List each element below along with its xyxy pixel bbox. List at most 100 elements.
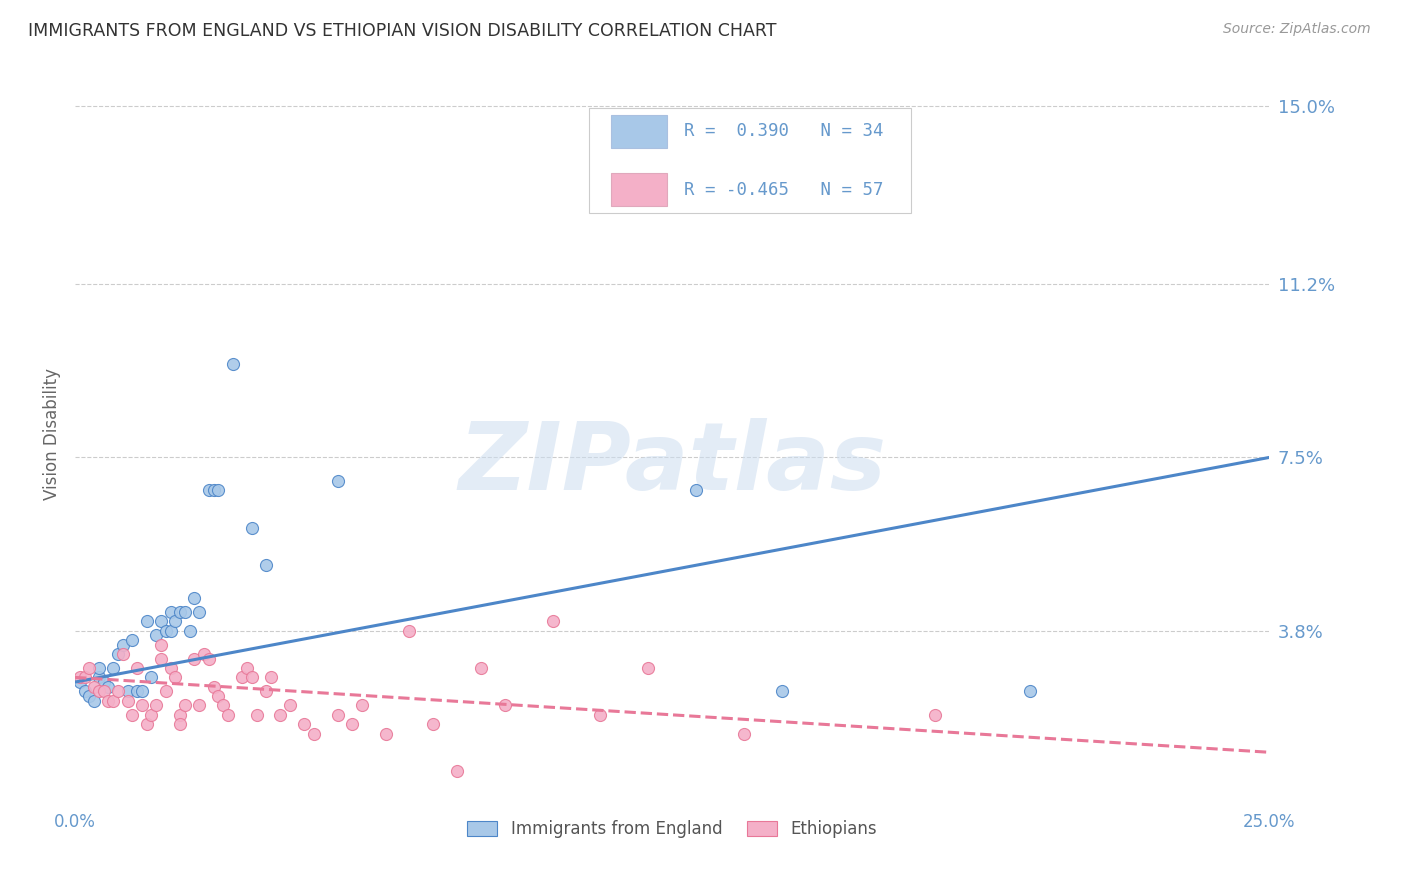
Point bbox=[292, 717, 315, 731]
FancyBboxPatch shape bbox=[612, 115, 668, 148]
Point bbox=[231, 670, 253, 684]
Point bbox=[135, 717, 157, 731]
Point bbox=[87, 661, 110, 675]
Point bbox=[69, 670, 91, 684]
Point bbox=[159, 624, 181, 638]
Point bbox=[326, 474, 349, 488]
Point bbox=[398, 624, 420, 638]
Point bbox=[87, 670, 110, 684]
Point bbox=[145, 628, 167, 642]
FancyBboxPatch shape bbox=[612, 173, 668, 206]
Point bbox=[446, 764, 468, 778]
Point bbox=[924, 707, 946, 722]
Point bbox=[121, 707, 143, 722]
Point bbox=[117, 684, 139, 698]
Point bbox=[221, 357, 243, 371]
Point bbox=[155, 684, 177, 698]
Point bbox=[269, 707, 291, 722]
Text: R =  0.390   N = 34: R = 0.390 N = 34 bbox=[685, 122, 883, 140]
Point bbox=[254, 558, 277, 572]
Point bbox=[159, 605, 181, 619]
Point bbox=[173, 698, 195, 713]
Point bbox=[135, 614, 157, 628]
Point bbox=[589, 707, 612, 722]
Point bbox=[197, 651, 219, 665]
Point bbox=[193, 647, 215, 661]
Point bbox=[169, 605, 191, 619]
Point bbox=[79, 661, 101, 675]
Point bbox=[733, 726, 755, 740]
Point bbox=[145, 698, 167, 713]
Point bbox=[183, 651, 205, 665]
Point bbox=[131, 698, 153, 713]
Point bbox=[165, 670, 187, 684]
Point bbox=[188, 605, 211, 619]
Point bbox=[197, 483, 219, 498]
Point bbox=[107, 684, 129, 698]
Text: IMMIGRANTS FROM ENGLAND VS ETHIOPIAN VISION DISABILITY CORRELATION CHART: IMMIGRANTS FROM ENGLAND VS ETHIOPIAN VIS… bbox=[28, 22, 776, 40]
Point bbox=[117, 694, 139, 708]
Text: Source: ZipAtlas.com: Source: ZipAtlas.com bbox=[1223, 22, 1371, 37]
Point bbox=[87, 684, 110, 698]
Point bbox=[422, 717, 444, 731]
Point bbox=[103, 661, 125, 675]
Point bbox=[1019, 684, 1042, 698]
Point bbox=[121, 632, 143, 647]
Point bbox=[260, 670, 283, 684]
Point bbox=[340, 717, 363, 731]
Point bbox=[141, 670, 163, 684]
Point bbox=[73, 670, 96, 684]
Point bbox=[155, 624, 177, 638]
Point bbox=[169, 707, 191, 722]
Point bbox=[150, 651, 173, 665]
FancyBboxPatch shape bbox=[589, 108, 911, 213]
Point bbox=[637, 661, 659, 675]
Point bbox=[236, 661, 259, 675]
Point bbox=[150, 638, 173, 652]
Point bbox=[159, 661, 181, 675]
Point bbox=[207, 483, 229, 498]
Point bbox=[188, 698, 211, 713]
Point bbox=[69, 675, 91, 690]
Point bbox=[93, 675, 115, 690]
Point bbox=[127, 661, 149, 675]
Point bbox=[240, 521, 263, 535]
Y-axis label: Vision Disability: Vision Disability bbox=[44, 368, 60, 500]
Point bbox=[107, 647, 129, 661]
Point bbox=[141, 707, 163, 722]
Point bbox=[278, 698, 301, 713]
Point bbox=[212, 698, 235, 713]
Point bbox=[73, 684, 96, 698]
Point bbox=[111, 638, 134, 652]
Point bbox=[202, 680, 225, 694]
Point bbox=[350, 698, 373, 713]
Point bbox=[131, 684, 153, 698]
Point bbox=[245, 707, 267, 722]
Point bbox=[179, 624, 201, 638]
Point bbox=[103, 694, 125, 708]
Point bbox=[207, 689, 229, 703]
Point bbox=[202, 483, 225, 498]
Point bbox=[240, 670, 263, 684]
Point bbox=[173, 605, 195, 619]
Point bbox=[183, 591, 205, 605]
Point bbox=[83, 694, 105, 708]
Point bbox=[97, 680, 120, 694]
Point bbox=[150, 614, 173, 628]
Point bbox=[79, 689, 101, 703]
Point bbox=[326, 707, 349, 722]
Point bbox=[685, 483, 707, 498]
Point bbox=[541, 614, 564, 628]
Point bbox=[111, 647, 134, 661]
Point bbox=[470, 661, 492, 675]
Point bbox=[254, 684, 277, 698]
Point bbox=[93, 684, 115, 698]
Point bbox=[302, 726, 325, 740]
Legend: Immigrants from England, Ethiopians: Immigrants from England, Ethiopians bbox=[461, 814, 884, 845]
Point bbox=[770, 684, 793, 698]
Text: R = -0.465   N = 57: R = -0.465 N = 57 bbox=[685, 181, 883, 199]
Point bbox=[494, 698, 516, 713]
Point bbox=[127, 684, 149, 698]
Point bbox=[165, 614, 187, 628]
Point bbox=[97, 694, 120, 708]
